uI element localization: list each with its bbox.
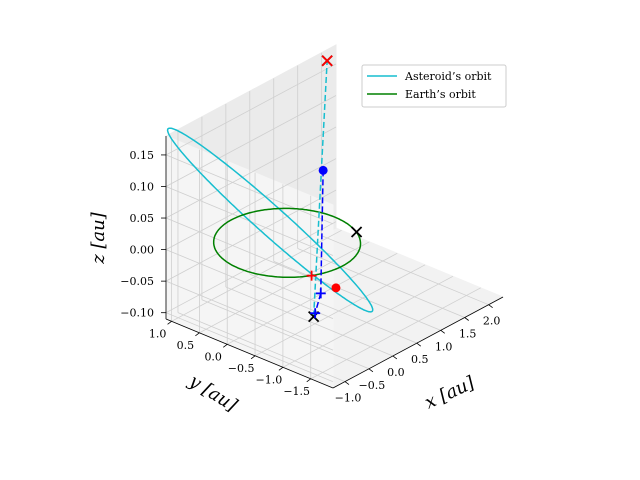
dashed-segment-1 bbox=[320, 170, 324, 294]
grid-y-floor-4 bbox=[282, 275, 454, 368]
marker-x-stroke-b bbox=[321, 55, 333, 67]
y-tick-label-2: 0.0 bbox=[204, 350, 222, 363]
x-tick-label-5: 1.5 bbox=[459, 328, 477, 341]
grid-z-side-4 bbox=[165, 280, 334, 351]
x-tick-mark-0 bbox=[344, 381, 350, 385]
earth-orbit-line bbox=[212, 207, 362, 279]
grid-z-back-2 bbox=[165, 126, 337, 219]
grid-z-back-5 bbox=[165, 221, 337, 314]
asteroid-orbit-line bbox=[166, 127, 374, 313]
marker-x-stroke-b bbox=[350, 226, 363, 238]
grid-z-side-3 bbox=[165, 249, 334, 319]
y-axis-line bbox=[165, 318, 334, 389]
marker-x-2 bbox=[350, 226, 363, 238]
x-tick-mark-5 bbox=[464, 317, 469, 321]
x-axis-label: x [au] bbox=[422, 372, 479, 414]
y-tick-mark-3 bbox=[250, 355, 256, 360]
x-axis-line bbox=[332, 296, 504, 389]
grid-x-floor-5 bbox=[297, 248, 465, 318]
dashed-segment-0 bbox=[312, 60, 328, 317]
x-tick-label-2: 0.0 bbox=[387, 366, 405, 379]
marker-plus-6 bbox=[306, 270, 317, 281]
plot-markers bbox=[306, 55, 363, 323]
x-tick-mark-3 bbox=[416, 342, 422, 347]
x-tick-label-0: −1.0 bbox=[335, 392, 362, 405]
y-tick-label-4: −1.0 bbox=[256, 373, 283, 386]
y-tick-label-5: −1.5 bbox=[283, 385, 310, 398]
z-tick-label-0: 0.15 bbox=[130, 149, 155, 162]
y-tick-mark-4 bbox=[278, 366, 284, 371]
grid-z-back-1 bbox=[165, 95, 337, 187]
x-tick-label-3: 0.5 bbox=[411, 353, 429, 366]
grid-z-back-0 bbox=[165, 63, 337, 156]
grid-x-floor-3 bbox=[249, 273, 417, 344]
grid-x-floor-4 bbox=[273, 260, 441, 331]
y-tick-mark-2 bbox=[222, 343, 228, 348]
legend: Asteroid’s orbit Earth’s orbit bbox=[361, 64, 507, 108]
x-tick-mark-2 bbox=[392, 355, 398, 360]
grid-y-floor-3 bbox=[254, 264, 426, 357]
grid-z-side-5 bbox=[165, 312, 334, 383]
z-tick-label-5: −0.10 bbox=[120, 307, 154, 320]
y-tick-mark-1 bbox=[195, 332, 200, 337]
grid-y-floor-1 bbox=[199, 241, 370, 334]
x-tick-label-1: −0.5 bbox=[359, 379, 386, 392]
z-tick-label-3: 0.00 bbox=[130, 244, 155, 257]
plot-curves bbox=[166, 60, 374, 317]
grid-x-floor-6 bbox=[321, 235, 489, 306]
axes-grid bbox=[165, 52, 489, 383]
x-tick-label-6: 2.0 bbox=[483, 315, 501, 328]
legend-frame bbox=[361, 64, 507, 108]
y-axis-label: y [au] bbox=[184, 370, 241, 417]
marker-dot-4 bbox=[331, 283, 341, 293]
legend-label-asteroid: Asteroid’s orbit bbox=[404, 70, 492, 83]
grid-y-floor-5 bbox=[310, 287, 481, 380]
x-tick-mark-1 bbox=[368, 368, 374, 373]
y-tick-mark-5 bbox=[306, 378, 311, 383]
marker-plus-8 bbox=[310, 308, 321, 319]
y-tick-mark-0 bbox=[167, 320, 172, 325]
z-axis-label: z [au] bbox=[88, 211, 109, 265]
grid-z-back-4 bbox=[165, 189, 337, 282]
y-tick-label-1: 0.5 bbox=[177, 339, 195, 352]
grid-y-floor-2 bbox=[227, 252, 398, 345]
legend-label-earth: Earth’s orbit bbox=[405, 88, 476, 101]
x-tick-label-4: 1.0 bbox=[435, 340, 453, 353]
grid-x-floor-1 bbox=[201, 299, 370, 370]
z-tick-label-1: 0.10 bbox=[130, 181, 155, 194]
grid-z-back-3 bbox=[165, 158, 337, 250]
marker-x-3 bbox=[321, 55, 333, 67]
marker-plus-7 bbox=[315, 288, 326, 299]
z-tick-label-2: 0.05 bbox=[130, 212, 155, 225]
axes-lines bbox=[165, 136, 504, 389]
grid-x-floor-0 bbox=[177, 312, 346, 382]
z-tick-label-4: −0.05 bbox=[120, 275, 154, 288]
y-tick-label-3: −0.5 bbox=[228, 362, 255, 375]
y-tick-label-0: 1.0 bbox=[149, 327, 167, 340]
axes-ticks: −1.0−0.50.00.51.01.52.01.00.50.0−0.5−1.0… bbox=[120, 149, 500, 405]
x-tick-mark-6 bbox=[488, 304, 493, 309]
x-tick-mark-4 bbox=[440, 330, 445, 334]
grid-z-side-2 bbox=[165, 217, 334, 288]
grid-y-floor-0 bbox=[171, 229, 342, 322]
marker-dot-5 bbox=[318, 165, 328, 175]
dashed-segment-2 bbox=[314, 293, 322, 314]
